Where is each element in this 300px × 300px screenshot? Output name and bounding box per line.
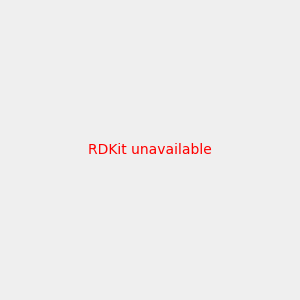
Text: RDKit unavailable: RDKit unavailable (88, 143, 212, 157)
